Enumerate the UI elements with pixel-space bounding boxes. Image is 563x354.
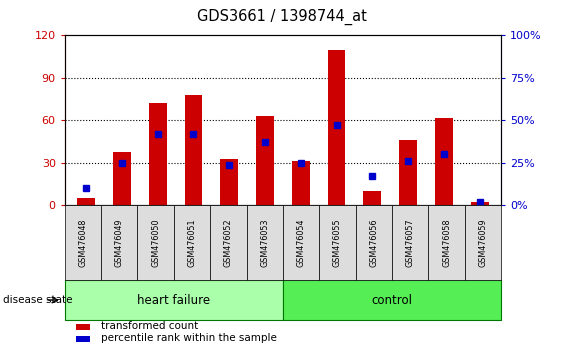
Text: percentile rank within the sample: percentile rank within the sample (101, 333, 277, 343)
Bar (363, 191, 381, 205)
Bar (328, 50, 346, 205)
Text: GSM476052: GSM476052 (224, 218, 233, 267)
Text: GSM476059: GSM476059 (479, 218, 488, 267)
Bar (292, 161, 310, 205)
Bar (77, 198, 95, 205)
Text: GSM476048: GSM476048 (78, 218, 87, 267)
Text: GSM476057: GSM476057 (406, 218, 415, 267)
Text: heart failure: heart failure (137, 293, 211, 307)
Text: GSM476058: GSM476058 (442, 218, 451, 267)
Text: GSM476050: GSM476050 (151, 218, 160, 267)
Text: GSM476054: GSM476054 (297, 218, 306, 267)
Text: disease state: disease state (3, 295, 72, 305)
Text: GSM476051: GSM476051 (187, 218, 196, 267)
Bar (113, 152, 131, 205)
Bar (435, 118, 453, 205)
Text: GSM476049: GSM476049 (115, 218, 124, 267)
Bar (256, 116, 274, 205)
Bar (220, 159, 238, 205)
Bar (471, 202, 489, 205)
Text: control: control (372, 293, 413, 307)
Text: transformed count: transformed count (101, 321, 199, 331)
Text: GSM476053: GSM476053 (260, 218, 269, 267)
Bar (399, 140, 417, 205)
Bar (185, 95, 203, 205)
Bar (149, 103, 167, 205)
Text: GSM476055: GSM476055 (333, 218, 342, 267)
Text: GSM476056: GSM476056 (369, 218, 378, 267)
Text: GDS3661 / 1398744_at: GDS3661 / 1398744_at (196, 9, 367, 25)
